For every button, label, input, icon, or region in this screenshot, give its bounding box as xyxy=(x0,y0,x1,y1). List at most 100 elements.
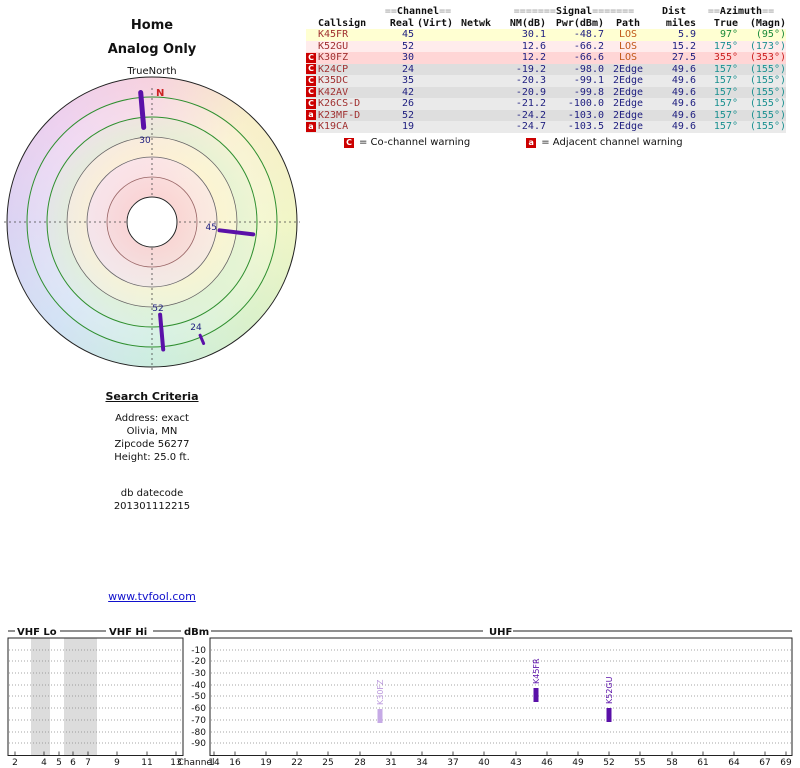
signal-label-k45fr: K45FR xyxy=(532,658,541,684)
marker-label-45: 45 xyxy=(206,223,217,233)
miles-cell: 15.2 xyxy=(671,40,696,52)
warning-badge: C xyxy=(306,98,316,109)
azimuth-magn-cell: (95°) xyxy=(755,29,786,41)
channel-label: 14 xyxy=(208,758,220,768)
channel-ticks xyxy=(14,751,787,756)
polar-marker-labels: 30 45 52 24 xyxy=(139,136,217,333)
azimuth-true-cell: 157° xyxy=(713,98,738,110)
channel-label: 49 xyxy=(572,758,584,768)
vhf-shaded-regions xyxy=(31,638,97,755)
path-cell: LOS xyxy=(618,52,638,64)
table-row: C K26CS-D 26 -21.2 -100.0 2Edge 49.6 157… xyxy=(306,98,786,110)
pwr-cell: -103.0 xyxy=(567,109,604,121)
channel-label: 58 xyxy=(666,758,678,768)
polar-plot: N 30 45 52 24 xyxy=(4,76,300,372)
cochannel-warning-icon: C xyxy=(344,137,354,148)
plot-boxes xyxy=(7,637,793,756)
warning-badge: C xyxy=(306,52,316,63)
y-tick: -50 xyxy=(191,692,206,702)
real-channel-cell: 30 xyxy=(401,52,414,64)
channel-label: 52 xyxy=(603,758,614,768)
nm-cell: -24.7 xyxy=(515,121,546,133)
warning-badge: C xyxy=(306,75,316,86)
warning-legend: C = Co-channel warning a = Adjacent chan… xyxy=(344,137,683,148)
col-callsign: Callsign xyxy=(318,17,367,29)
table-row: C K30FZ 30 12.2 -66.6 LOS 27.5 355° (353… xyxy=(306,52,786,64)
channel-label: 61 xyxy=(697,758,708,768)
pwr-cell: -98.0 xyxy=(573,63,604,75)
vhf-channel-labels: 2 4 5 6 7 9 11 13 xyxy=(12,758,182,768)
table-row: C K42AV 42 -20.9 -99.8 2Edge 49.6 157° (… xyxy=(306,86,786,98)
channel-label: 11 xyxy=(141,758,152,768)
marker-label-52: 52 xyxy=(152,304,163,314)
nm-cell: -19.2 xyxy=(515,63,546,75)
channel-group-header: ==Channel== xyxy=(384,6,452,18)
uhf-label: UHF xyxy=(489,627,512,638)
search-address: Address: exact xyxy=(115,413,189,424)
azimuth-true-cell: 175° xyxy=(713,40,738,52)
pwr-cell: -66.6 xyxy=(573,52,604,64)
callsign-cell: K45FR xyxy=(318,29,349,41)
callsign-cell: K26CS-D xyxy=(318,98,361,110)
signal-strength-chart: VHF Lo VHF Hi dBm UHF -10 -20 -30 -40 -5… xyxy=(7,627,793,768)
pwr-cell: -48.7 xyxy=(573,29,604,41)
vhf-lo-label: VHF Lo xyxy=(17,627,57,638)
pwr-cell: -66.2 xyxy=(573,40,604,52)
callsign-cell: K42AV xyxy=(318,86,349,98)
azimuth-magn-cell: (353°) xyxy=(749,52,786,64)
azimuth-true-cell: 157° xyxy=(713,86,738,98)
channel-label: 55 xyxy=(634,758,645,768)
pwr-cell: -103.5 xyxy=(567,121,604,133)
signal-bar-k30fz xyxy=(377,709,383,723)
channel-label: 64 xyxy=(728,758,740,768)
marker-ch52 xyxy=(158,312,166,352)
nm-cell: 12.2 xyxy=(521,52,546,64)
azimuth-true-cell: 97° xyxy=(719,29,738,41)
col-miles: miles xyxy=(665,17,696,29)
miles-cell: 49.6 xyxy=(671,109,696,121)
uhf-channel-labels: 14 16 19 22 25 28 31 34 37 40 43 46 49 5… xyxy=(208,758,792,768)
table-group-header: ==Channel== =======Signal======= Dist ==… xyxy=(306,6,786,18)
azimuth-true-cell: 157° xyxy=(713,109,738,121)
table-row: C K24CP 24 -19.2 -98.0 2Edge 49.6 157° (… xyxy=(306,63,786,75)
channel-label: 67 xyxy=(759,758,770,768)
signal-label-k30fz: K30FZ xyxy=(376,679,385,705)
tvfool-link[interactable]: www.tvfool.com xyxy=(108,590,196,603)
adjacent-warning-icon: a xyxy=(526,137,537,148)
gridlines xyxy=(9,649,791,744)
dbm-axis-label: dBm xyxy=(184,627,209,638)
y-tick: -40 xyxy=(191,681,206,691)
callsign-cell: K52GU xyxy=(318,40,349,52)
cochannel-legend-item: C = Co-channel warning xyxy=(344,137,470,148)
cochannel-legend-text: = Co-channel warning xyxy=(359,137,471,148)
path-cell: 2Edge xyxy=(612,75,644,87)
search-zipcode: Zipcode 56277 xyxy=(114,439,190,450)
azimuth-magn-cell: (173°) xyxy=(749,40,786,52)
nm-cell: -20.9 xyxy=(515,86,546,98)
channel-label: 28 xyxy=(354,758,366,768)
table-row: a K23MF-D 52 -24.2 -103.0 2Edge 49.6 157… xyxy=(306,109,786,121)
miles-cell: 49.6 xyxy=(671,63,696,75)
path-cell: 2Edge xyxy=(612,98,644,110)
real-channel-cell: 19 xyxy=(401,121,414,133)
azimuth-magn-cell: (155°) xyxy=(749,63,786,75)
real-channel-cell: 24 xyxy=(401,63,414,75)
path-cell: LOS xyxy=(618,40,638,52)
search-criteria: Search Criteria Address: exact Olivia, M… xyxy=(40,390,264,513)
azimuth-group-header: ==Azimuth== xyxy=(707,6,775,18)
channel-label: 43 xyxy=(510,758,521,768)
vhf-plot-box xyxy=(7,637,184,756)
marker-ch45 xyxy=(217,228,256,237)
channel-label: 37 xyxy=(447,758,458,768)
col-pwr: Pwr(dBm) xyxy=(555,17,604,29)
y-tick: -60 xyxy=(191,704,206,714)
col-magn: (Magn) xyxy=(749,17,786,29)
warning-badge: C xyxy=(306,87,316,98)
channel-label: 34 xyxy=(416,758,428,768)
warning-badge: C xyxy=(306,64,316,75)
pwr-cell: -99.8 xyxy=(573,86,604,98)
channel-label: 69 xyxy=(780,758,792,768)
pwr-cell: -100.0 xyxy=(567,98,604,110)
signal-label-k52gu: K52GU xyxy=(605,676,614,704)
